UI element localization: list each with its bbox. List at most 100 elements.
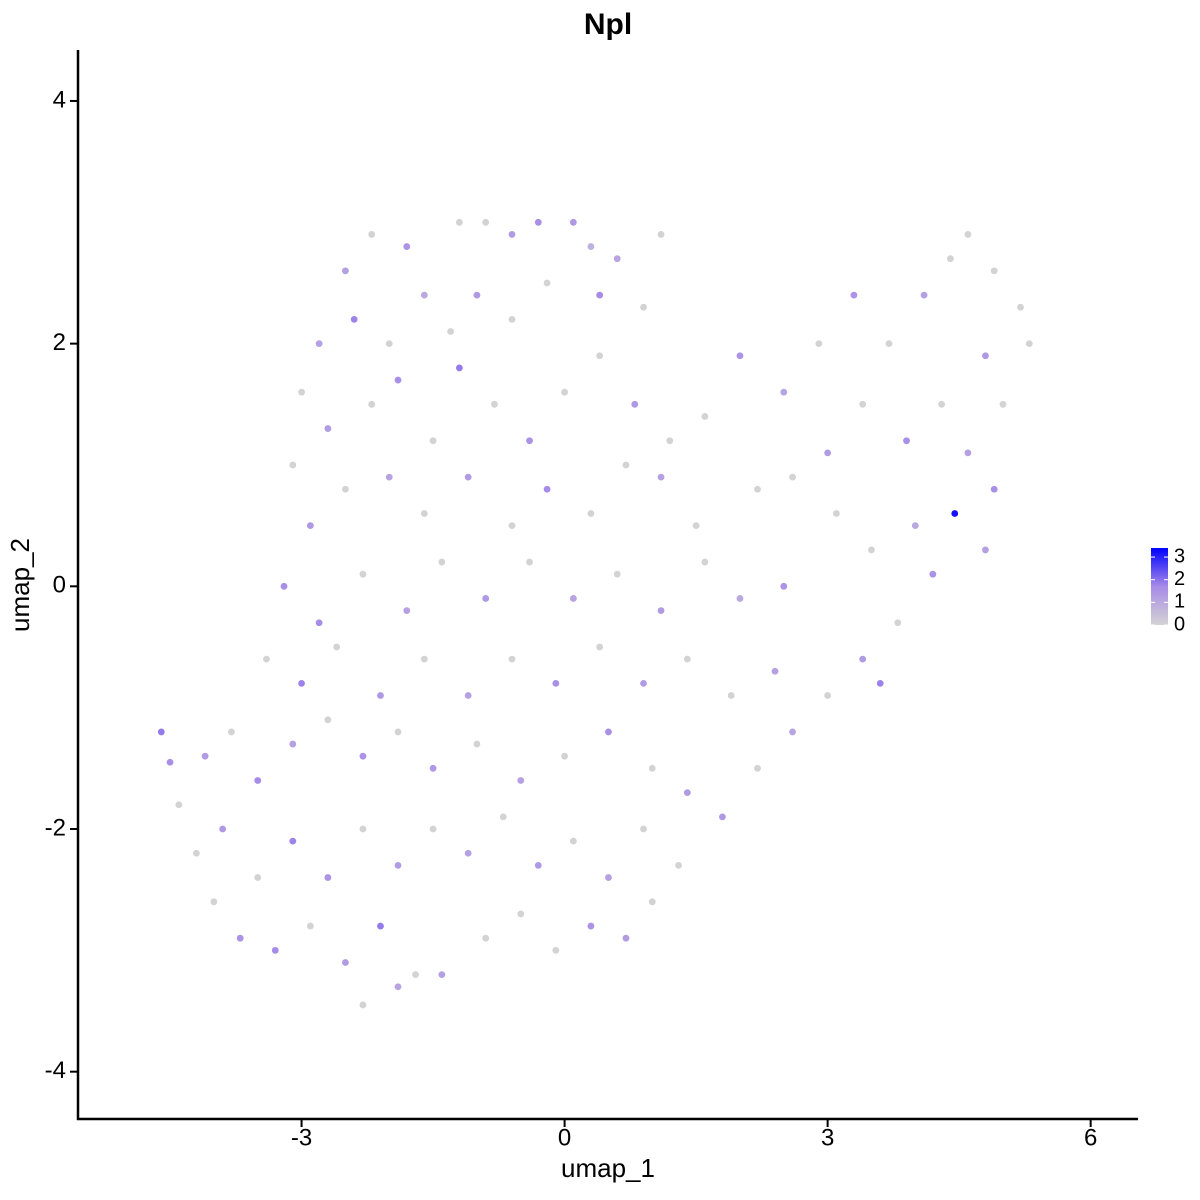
point bbox=[719, 813, 726, 821]
point bbox=[464, 692, 472, 699]
x-tick-label: 6 bbox=[1084, 1124, 1097, 1151]
point bbox=[464, 849, 472, 857]
point bbox=[482, 934, 490, 942]
point bbox=[280, 582, 288, 590]
point bbox=[210, 898, 218, 906]
point bbox=[315, 619, 323, 627]
point bbox=[951, 510, 959, 517]
point bbox=[508, 231, 516, 238]
point bbox=[263, 655, 270, 663]
point bbox=[613, 570, 621, 578]
point bbox=[175, 801, 183, 809]
point bbox=[324, 716, 332, 724]
point bbox=[657, 473, 665, 481]
point bbox=[569, 595, 577, 602]
point bbox=[447, 328, 455, 335]
point bbox=[359, 825, 367, 833]
point bbox=[429, 437, 437, 445]
point bbox=[289, 461, 297, 469]
point bbox=[736, 352, 744, 360]
point bbox=[561, 388, 569, 396]
point bbox=[482, 218, 490, 226]
point bbox=[561, 752, 569, 760]
point bbox=[903, 437, 910, 445]
point bbox=[911, 522, 919, 530]
point bbox=[508, 315, 516, 323]
x-axis-label: umap_1 bbox=[561, 1153, 655, 1183]
point bbox=[692, 522, 700, 530]
point bbox=[754, 764, 761, 772]
point bbox=[412, 971, 419, 979]
colorbar-tick-label: 0 bbox=[1174, 613, 1185, 635]
point bbox=[587, 922, 595, 930]
point bbox=[999, 400, 1007, 408]
point bbox=[640, 303, 647, 311]
y-tick-label: -2 bbox=[45, 814, 66, 841]
point bbox=[859, 400, 867, 408]
point bbox=[342, 959, 349, 966]
point bbox=[622, 934, 630, 942]
point bbox=[464, 473, 472, 481]
x-tick-label: 0 bbox=[558, 1124, 571, 1151]
point bbox=[982, 546, 989, 554]
point bbox=[298, 388, 305, 396]
point bbox=[736, 595, 744, 602]
point bbox=[438, 558, 446, 566]
point bbox=[368, 231, 376, 238]
point bbox=[526, 558, 533, 566]
point bbox=[543, 485, 551, 493]
point bbox=[359, 1001, 367, 1009]
points-layer bbox=[157, 218, 1033, 1009]
point bbox=[754, 485, 761, 493]
point bbox=[605, 728, 612, 736]
point bbox=[657, 607, 665, 614]
colorbar-tick-label: 2 bbox=[1174, 568, 1185, 590]
point bbox=[1017, 303, 1024, 311]
point bbox=[324, 874, 332, 881]
point bbox=[192, 849, 200, 857]
point bbox=[473, 740, 481, 748]
point bbox=[780, 582, 788, 590]
chart-title: Npl bbox=[584, 8, 632, 41]
point bbox=[289, 740, 297, 748]
point bbox=[876, 679, 884, 687]
point bbox=[429, 825, 437, 833]
point bbox=[964, 449, 972, 457]
point bbox=[420, 291, 428, 299]
point bbox=[587, 243, 595, 250]
point bbox=[403, 243, 411, 250]
point bbox=[350, 315, 358, 323]
point bbox=[455, 218, 463, 226]
point bbox=[596, 643, 604, 651]
x-tick-label: -3 bbox=[291, 1124, 312, 1151]
point bbox=[569, 218, 577, 226]
point bbox=[394, 728, 402, 736]
point bbox=[868, 546, 875, 554]
point bbox=[306, 922, 314, 930]
point bbox=[394, 983, 402, 991]
point bbox=[701, 558, 709, 566]
point bbox=[824, 692, 832, 699]
point bbox=[666, 437, 674, 445]
point bbox=[946, 255, 954, 263]
y-axis-label: umap_2 bbox=[5, 538, 35, 632]
point bbox=[368, 400, 376, 408]
colorbar bbox=[1151, 548, 1168, 625]
point bbox=[885, 340, 893, 348]
point bbox=[727, 692, 735, 699]
y-tick-label: 2 bbox=[53, 329, 66, 356]
point bbox=[683, 789, 691, 796]
point bbox=[683, 655, 691, 663]
point bbox=[675, 862, 682, 869]
point bbox=[920, 291, 928, 299]
point bbox=[648, 898, 656, 906]
point bbox=[771, 667, 779, 675]
point bbox=[420, 655, 428, 663]
point bbox=[438, 971, 446, 979]
point bbox=[394, 376, 402, 384]
point bbox=[236, 934, 244, 942]
point bbox=[701, 413, 709, 420]
point bbox=[517, 910, 525, 918]
point bbox=[359, 570, 367, 578]
